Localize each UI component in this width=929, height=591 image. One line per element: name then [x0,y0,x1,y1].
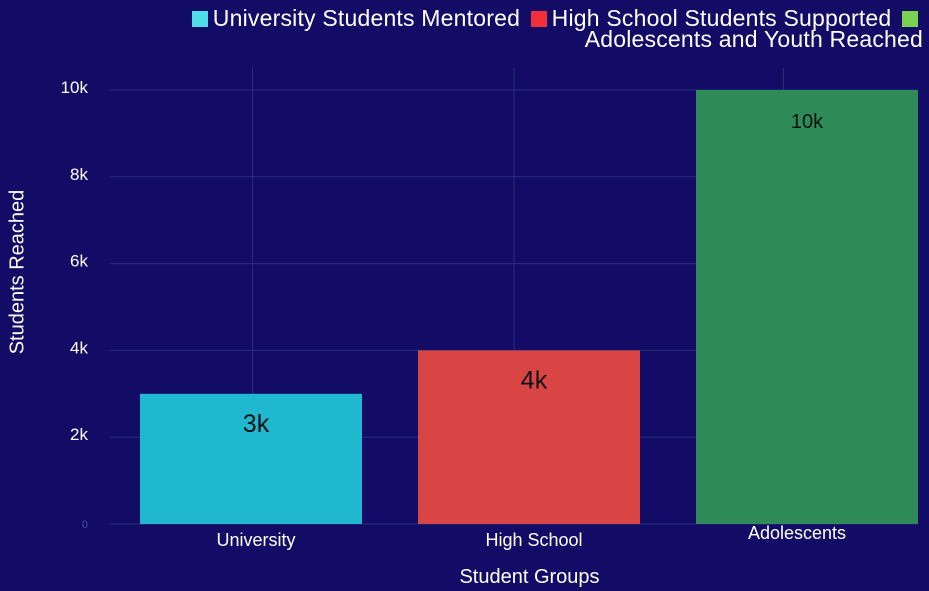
data-labels: 3k 4k 10k [243,111,824,438]
x-axis-title: Student Groups [459,566,600,588]
chart-legend: University Students Mentored High School… [183,5,923,52]
x-tick-label: High School [485,530,582,550]
bar-university[interactable] [140,393,362,524]
y-tick-label: 8k [70,165,88,184]
legend-item-university[interactable]: University Students Mentored [188,5,520,31]
y-tick-label: 4k [70,338,88,357]
bar-high-school[interactable] [418,350,640,524]
legend-swatch-adolescents [902,11,918,27]
x-tick-label: University [216,530,295,550]
legend-label-university: University Students Mentored [212,5,521,31]
legend-swatch-high-school [530,11,547,27]
bars [140,90,918,524]
y-axis-title: Students Reached [6,189,29,355]
legend-label-high-school: High School Students Supported [551,5,892,31]
legend-item-adolescents[interactable]: Adolescents and Youth Reached [585,5,923,52]
bar-adolescents[interactable] [696,90,918,524]
data-label: 10k [791,111,824,133]
data-label: 4k [521,366,548,394]
data-label: 3k [243,410,270,438]
legend-item-high-school[interactable]: High School Students Supported [527,5,892,31]
y-tick-label: 10k [61,78,89,97]
legend-label-adolescents: Adolescents and Youth Reached [584,26,923,52]
legend-swatch-university [191,11,208,27]
y-tick-label: 0 [82,519,88,531]
y-tick-label: 2k [70,425,88,444]
x-tick-label: Adolescents [748,523,846,543]
axis-ticks: 0 2k 4k 6k 8k 10k University High School Adolesc… [61,78,846,550]
y-tick-label: 6k [70,252,88,271]
